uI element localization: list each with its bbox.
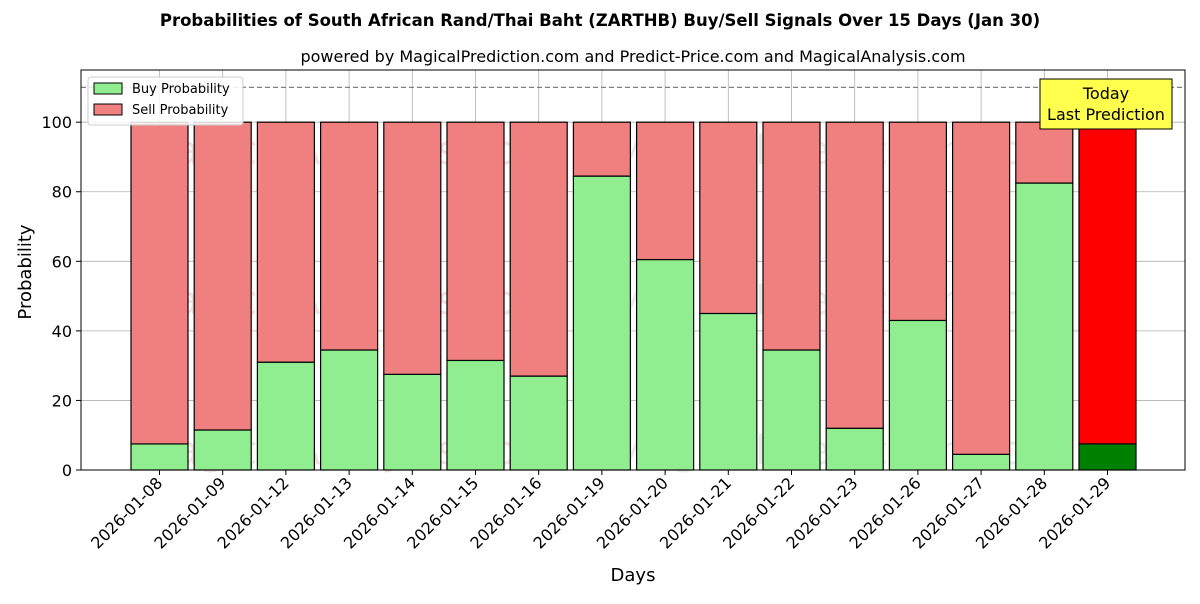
- bar-buy: [762, 349, 821, 471]
- legend-label: Sell Probability: [132, 103, 229, 118]
- bar-sell: [951, 121, 1011, 455]
- annotation-text: Today: [1082, 84, 1129, 103]
- bar-sell: [1078, 121, 1137, 445]
- bar-sell: [193, 121, 252, 431]
- bar-sell: [320, 121, 379, 351]
- bar-sell: [572, 121, 632, 177]
- bar-sell: [888, 121, 948, 322]
- bar-sell: [762, 121, 821, 351]
- bar-buy: [383, 373, 442, 471]
- y-tick-label: 100: [41, 113, 72, 132]
- y-tick-label: 0: [62, 461, 72, 480]
- bar-buy: [572, 175, 632, 471]
- legend-swatch: [93, 82, 123, 95]
- bar-sell: [383, 121, 442, 375]
- bar-sell: [635, 121, 695, 261]
- bar-buy: [446, 359, 505, 471]
- chart-subtitle: powered by MagicalPrediction.com and Pre…: [300, 47, 965, 66]
- annotation-box: [1039, 78, 1173, 130]
- legend: Buy Probability Sell Probability: [87, 76, 244, 126]
- bar-buy: [130, 443, 189, 471]
- bar-buy: [825, 427, 884, 471]
- today-annotation: Today Last Prediction: [1039, 78, 1173, 130]
- bar-buy: [256, 361, 315, 471]
- y-tick-label: 20: [52, 391, 72, 410]
- bar-buy: [509, 375, 568, 471]
- bar-buy: [1015, 182, 1074, 471]
- bar-buy: [193, 429, 252, 471]
- bar-buy: [1078, 443, 1137, 471]
- bars: [130, 121, 1137, 471]
- legend-swatch: [93, 103, 123, 116]
- legend-label: Buy Probability: [132, 82, 230, 97]
- bar-buy: [635, 258, 695, 471]
- bar-sell: [509, 121, 568, 377]
- chart-title: Probabilities of South African Rand/Thai…: [160, 11, 1040, 30]
- bar-buy: [888, 319, 948, 471]
- bar-sell: [130, 121, 189, 445]
- y-tick-label: 80: [52, 183, 72, 202]
- bar-sell: [825, 121, 884, 429]
- x-axis-label: Days: [611, 565, 656, 586]
- y-axis-label: Probability: [15, 224, 36, 319]
- y-tick-label: 60: [52, 252, 72, 271]
- y-tick-label: 40: [52, 322, 72, 341]
- bar-sell: [256, 121, 315, 363]
- bar-buy: [699, 312, 758, 471]
- bar-sell: [699, 121, 758, 315]
- plot-frame: [80, 69, 1186, 471]
- bar-buy: [951, 453, 1011, 471]
- bar-sell: [446, 121, 505, 362]
- annotation-text: Last Prediction: [1047, 105, 1165, 124]
- bar-buy: [320, 349, 379, 471]
- bar-sell: [1015, 121, 1074, 184]
- legend-box: [87, 76, 244, 126]
- y-axis: 0 20 40 60 80 100: [41, 113, 81, 480]
- x-axis: 2026-01-082026-01-092026-01-122026-01-13…: [87, 470, 1114, 553]
